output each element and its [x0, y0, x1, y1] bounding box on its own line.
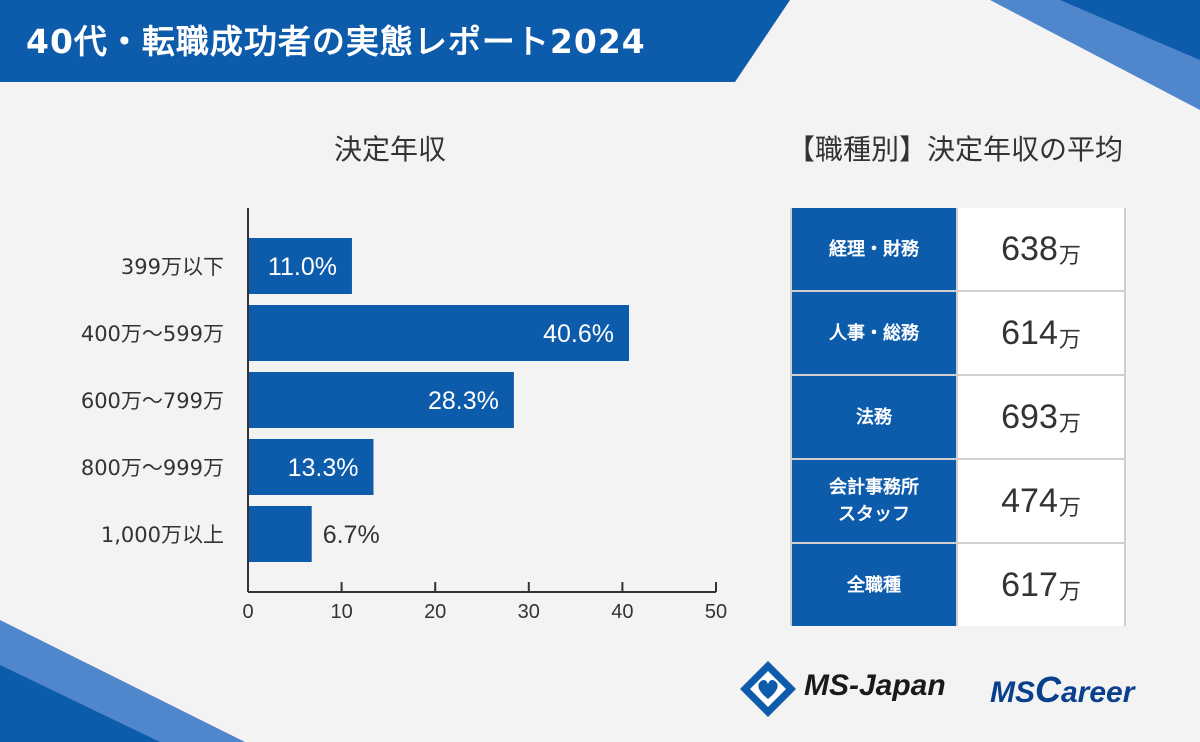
table-row-label: 法務 [792, 376, 956, 458]
income-unit: 万 [1058, 579, 1081, 604]
data-label: 6.7% [323, 521, 380, 549]
table-row-label-text: 全職種 [847, 572, 901, 599]
income-unit: 万 [1058, 411, 1081, 436]
table-title: 【職種別】決定年収の平均 [786, 133, 1123, 166]
logo-area: MS-Japan MSCareer [738, 655, 1178, 725]
header-banner [0, 0, 790, 82]
x-tick-label: 40 [611, 601, 633, 623]
table-row-label-text: 経理・財務 [829, 236, 919, 263]
income-value: 617 [1001, 565, 1058, 604]
category-label: 1,000万以上 [101, 523, 224, 547]
income-unit: 万 [1058, 495, 1081, 520]
bar [249, 506, 312, 562]
table-row-label-text: 会計事務所 スタッフ [829, 474, 919, 528]
top-right-stripe [1060, 0, 1200, 60]
chart-title: 決定年収 [333, 133, 446, 166]
table-row-label: 会計事務所 スタッフ [792, 460, 956, 542]
table-row-label-line1: 全職種 [847, 574, 901, 596]
table-row-label: 全職種 [792, 544, 956, 626]
table-row-value: 474 万 [958, 460, 1124, 542]
bar [249, 305, 630, 361]
table-row-value: 693 万 [958, 376, 1124, 458]
table-row-value: 614 万 [958, 292, 1124, 374]
data-label: 13.3% [288, 454, 359, 482]
table-row-label-line1: 人事・総務 [829, 322, 919, 344]
table-row-label-line1: 法務 [856, 406, 892, 428]
bottom-left-stripe [0, 665, 160, 742]
x-tick-label: 0 [242, 601, 253, 623]
table-row-label-text: 法務 [856, 404, 892, 431]
data-label: 11.0% [268, 253, 337, 281]
income-unit: 万 [1058, 243, 1081, 268]
ms-career-logo: MSCareer [990, 669, 1134, 711]
ms-career-logo-ms: MS [990, 676, 1035, 709]
table-row-label-line2: スタッフ [838, 504, 910, 525]
table-row-value: 617 万 [958, 544, 1124, 626]
table-row-value: 638 万 [958, 208, 1124, 290]
bar [249, 238, 352, 294]
table-row-label-text: 人事・総務 [829, 320, 919, 347]
ms-career-logo-c: C [1035, 669, 1061, 710]
ms-japan-logo-text: MS-Japan [804, 669, 946, 702]
page-title: 40代・転職成功者の実態レポート2024 [26, 22, 646, 61]
income-value: 638 [1001, 229, 1058, 268]
table-row-label: 経理・財務 [792, 208, 956, 290]
income-value: 474 [1001, 481, 1058, 520]
table-row-label-line1: 会計事務所 [829, 477, 919, 498]
x-tick-label: 50 [705, 601, 727, 623]
category-label: 600万～799万 [81, 389, 224, 413]
income-value: 693 [1001, 397, 1058, 436]
ms-career-logo-rest: areer [1061, 676, 1135, 709]
ms-japan-logo-mark-icon [740, 661, 796, 717]
table-row-label: 人事・総務 [792, 292, 956, 374]
x-tick-label: 20 [424, 601, 446, 623]
x-tick-label: 10 [330, 601, 352, 623]
category-label: 399万以下 [121, 255, 224, 279]
data-label: 28.3% [428, 387, 499, 415]
income-unit: 万 [1058, 327, 1081, 352]
x-tick-label: 30 [518, 601, 540, 623]
table-row-label-line1: 経理・財務 [829, 238, 919, 260]
category-label: 400万～599万 [81, 322, 224, 346]
bar [249, 439, 374, 495]
bar [249, 372, 514, 428]
category-label: 800万～999万 [81, 456, 224, 480]
data-label: 40.6% [543, 320, 614, 348]
income-value: 614 [1001, 313, 1058, 352]
